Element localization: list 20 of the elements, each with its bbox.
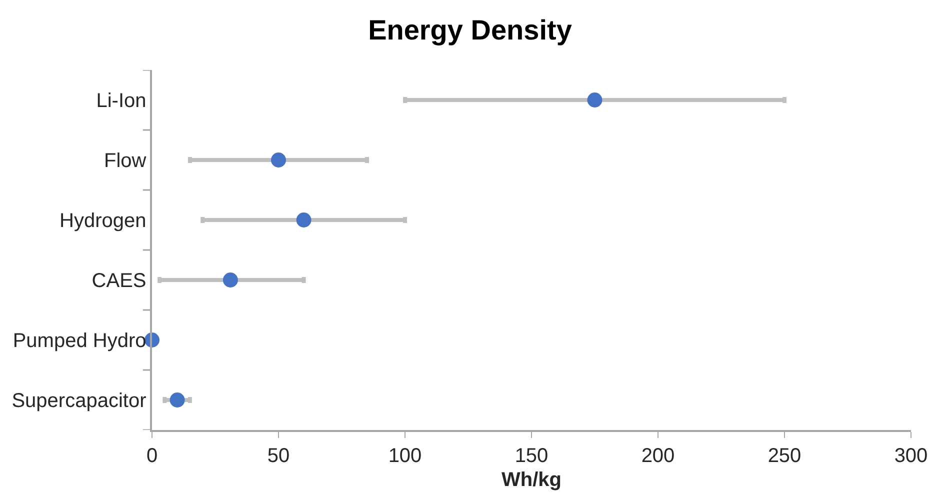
x-tick-label: 250 [768,444,802,467]
y-tick-label: Flow [104,150,147,172]
x-tick-label: 200 [641,444,675,467]
x-tick-label: 100 [388,444,422,467]
chart-title: Energy Density [368,14,572,46]
point [170,392,185,408]
point [587,92,602,108]
point [271,152,286,168]
x-tick-label: 50 [267,444,290,467]
x-tick-label: 300 [894,444,928,467]
y-tick-label: CAES [92,270,146,292]
y-tick-label: Supercapacitor [12,390,147,412]
x-tick-label: 0 [146,444,158,467]
x-tick-label: 150 [514,444,548,467]
point [222,272,238,288]
point [296,212,312,228]
y-tick-label: Li-Ion [96,90,146,112]
y-tick-label: Pumped Hydro [12,330,146,352]
x-axis-title: Wh/kg [502,468,562,491]
y-tick-label: Hydrogen [60,210,146,232]
